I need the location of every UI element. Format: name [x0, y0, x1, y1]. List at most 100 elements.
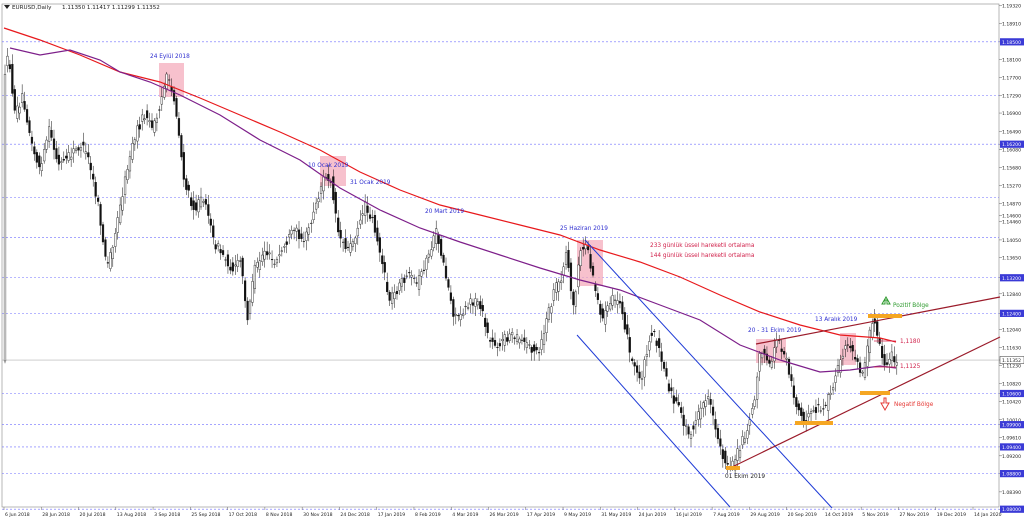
candle-body [38, 155, 41, 168]
candle-body [454, 314, 457, 316]
candle-body [498, 343, 501, 347]
candle-body [530, 347, 533, 353]
y-tick-label: 1.15270 [1002, 184, 1021, 190]
candle-body [687, 426, 690, 435]
ma-label: 144 günlük üssel hareketli ortalama [650, 253, 755, 259]
candle-body [665, 368, 668, 377]
x-tick-label: 5 Nov 2019 [862, 512, 889, 518]
candle-body [386, 281, 389, 293]
candle-body [457, 315, 460, 317]
candle-body [293, 229, 296, 231]
y-tick-label: 1.10820 [1002, 382, 1021, 388]
candle-body [170, 86, 173, 91]
y-tick-label: 1.15680 [1002, 165, 1021, 171]
price-level-box [1000, 140, 1024, 148]
candle-body [33, 146, 36, 155]
candle-body [846, 344, 849, 346]
candle-body [719, 438, 722, 447]
candle-body [743, 438, 746, 443]
candle-body [217, 243, 220, 247]
y-tick-label: 1.11352 [1002, 358, 1021, 364]
candle-body [699, 407, 702, 420]
plot-frame [1, 3, 1000, 508]
candle-body [753, 399, 756, 407]
support-bar [868, 314, 902, 318]
candle-body [508, 333, 511, 341]
candle-body [650, 332, 653, 336]
annotation-label: 20 Mart 2019 [425, 209, 464, 215]
candle-body [538, 352, 541, 354]
candle-body [491, 337, 494, 342]
candle-body [35, 152, 38, 163]
candle-body [101, 224, 105, 243]
candle-body [591, 265, 595, 276]
candle-body [307, 227, 310, 235]
candle-body [165, 73, 168, 89]
annotation-label: 20 - 31 Ekim 2019 [748, 328, 802, 334]
candle-body [263, 250, 266, 260]
down-arrow-icon [880, 397, 890, 412]
candle-body [319, 186, 323, 194]
candle-body [109, 252, 112, 269]
candle-body [550, 306, 553, 314]
y-tick-label: 1.18910 [1002, 22, 1021, 28]
candle-body [148, 120, 151, 123]
price-level-box [1000, 505, 1024, 513]
candle-body [21, 93, 24, 103]
candle-body [760, 353, 764, 359]
candle-body [346, 246, 350, 248]
candle-body [158, 109, 161, 111]
ma-label: 233 günlük üssel hareketli ortalama [650, 243, 755, 249]
candle-body [827, 394, 830, 411]
candle-body [552, 289, 555, 301]
candle-body [829, 392, 832, 395]
candle-body [677, 402, 680, 406]
candle-body [824, 404, 827, 406]
chart-header: EURUSD,Daily 1.11350 1.11417 1.11299 1.1… [4, 5, 160, 11]
candle-body [413, 277, 416, 279]
candle-body [18, 106, 21, 114]
x-tick-label: 3 Sep 2018 [154, 512, 180, 518]
candle-body [371, 217, 374, 219]
candle-body [48, 126, 51, 142]
y-tick-label: 1.13650 [1002, 256, 1021, 262]
trend-lines [576, 239, 1001, 509]
candle-body [155, 117, 158, 123]
candle-body [153, 120, 156, 133]
ohlc-label: 1.11350 1.11417 1.11299 1.11352 [62, 5, 160, 11]
candle-body [479, 301, 482, 309]
candle-body [858, 362, 862, 373]
candle-body [175, 98, 178, 117]
y-tick-label: 1.09400 [1002, 445, 1021, 451]
y-tick-label: 1.14600 [1002, 213, 1021, 219]
x-tick-label: 17 Oct 2018 [229, 512, 257, 518]
candle-body [768, 359, 771, 364]
x-tick-label: 20 Sep 2019 [788, 512, 817, 518]
candle-body [716, 428, 720, 440]
candle-body [246, 300, 249, 321]
candle-body [74, 148, 78, 151]
candle-body [393, 292, 396, 300]
candle-body [579, 250, 582, 266]
candle-body [133, 139, 136, 145]
candle-body [437, 235, 440, 244]
candle-body [790, 374, 793, 381]
candle-body [883, 354, 886, 366]
candle-body [542, 333, 546, 345]
candle-body [518, 338, 521, 344]
candle-body [351, 241, 354, 247]
candle-body [694, 420, 697, 425]
x-tick-label: 17 Jan 2019 [378, 512, 406, 518]
x-tick-label: 4 Mar 2019 [452, 512, 478, 518]
y-tick-label: 1.08000 [1002, 507, 1021, 513]
candle-body [312, 211, 315, 220]
candle-body [67, 152, 70, 161]
candle-body [545, 318, 548, 334]
price-level-box [1000, 38, 1024, 46]
channel-upper-line [584, 239, 833, 509]
candle-body [138, 124, 141, 130]
candle-body [466, 307, 470, 309]
candle-body [832, 387, 835, 391]
candle-body [596, 293, 599, 300]
candle-body [62, 159, 65, 161]
